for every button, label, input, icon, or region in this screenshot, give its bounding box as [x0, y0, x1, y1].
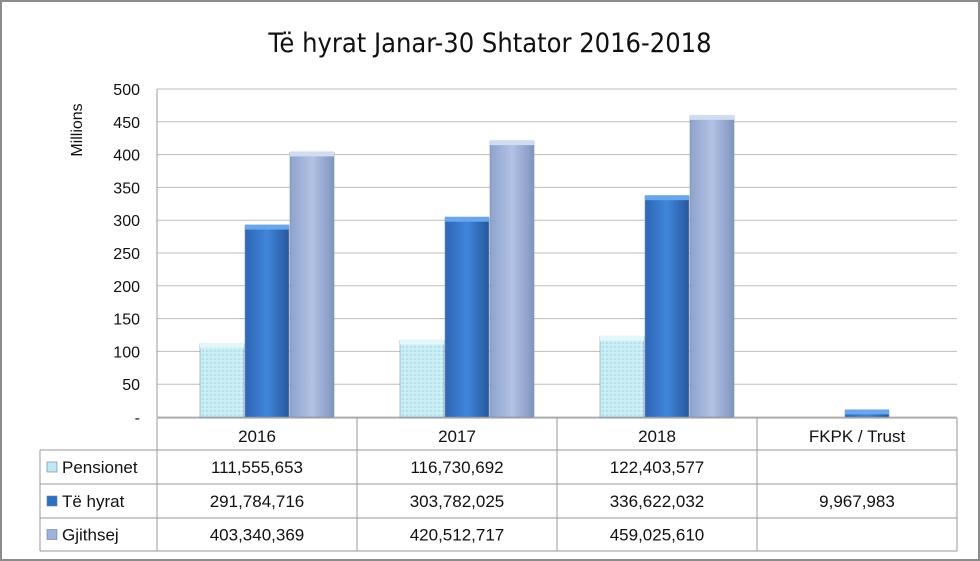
- x-tick-label: FKPK / Trust: [809, 427, 906, 446]
- bar-top-cap: [445, 216, 489, 222]
- bar-top-cap: [690, 114, 734, 120]
- bar-top-cap: [200, 342, 244, 348]
- x-tick-label: 2017: [438, 427, 476, 446]
- data-label: 116,730,692: [410, 458, 503, 477]
- legend-swatch: [46, 529, 58, 540]
- data-label: 403,340,369: [210, 526, 305, 545]
- x-tick-label: 2016: [238, 427, 276, 446]
- bar-t-hyrat-1: [444, 217, 490, 418]
- y-tick-label: 500: [113, 82, 140, 99]
- y-tick-label: -: [135, 410, 140, 427]
- bar-top-cap: [645, 195, 689, 201]
- data-label: 459,025,610: [610, 526, 705, 545]
- data-label: 122,403,577: [610, 458, 705, 477]
- bar-gjithsej-1: [489, 140, 535, 418]
- bar-top-cap: [245, 224, 289, 230]
- bar-pensionet-0: [199, 343, 245, 418]
- y-tick-label: 200: [113, 279, 140, 296]
- data-label: 111,555,653: [211, 458, 303, 477]
- data-label: 303,782,025: [410, 492, 505, 511]
- bar-gjithsej-2: [689, 115, 735, 418]
- y-axis-label: Millions: [69, 103, 86, 156]
- data-label: 9,967,983: [819, 492, 895, 511]
- bar-top-cap: [600, 335, 644, 341]
- data-label: 291,784,716: [210, 492, 305, 511]
- y-tick-label: 400: [113, 148, 140, 165]
- data-label: 336,622,032: [610, 492, 705, 511]
- bar-top-cap: [290, 151, 334, 157]
- bar-top-cap: [490, 140, 534, 146]
- y-tick-label: 100: [113, 344, 140, 361]
- data-table: 2016 2017 2018 FKPK / Trust Pensionet 111,555…: [39, 417, 958, 552]
- bar-pensionet-1: [399, 340, 445, 418]
- bar-top-cap: [845, 409, 889, 415]
- y-tick-label: 450: [113, 115, 140, 132]
- y-tick-label: 350: [113, 180, 140, 197]
- y-tick-labels: - 50 100 150 200 250 300 350 400 450 500: [113, 82, 140, 427]
- legend-entry: Pensionet: [62, 458, 138, 477]
- legend-entry: Të hyrat: [62, 492, 125, 511]
- bars: [199, 114, 890, 418]
- y-tick-label: 50: [122, 377, 140, 394]
- y-tick-label: 150: [113, 312, 140, 329]
- legend-entry: Gjithsej: [62, 526, 119, 545]
- y-tick-label: 300: [113, 213, 140, 230]
- y-tick-label: 250: [113, 246, 140, 263]
- chart-title: Të hyrat Janar-30 Shtator 2016-2018: [267, 28, 711, 59]
- bar-gjithsej-0: [289, 152, 335, 418]
- bar-t-hyrat-0: [244, 225, 290, 418]
- bar-pensionet-2: [599, 336, 645, 418]
- data-label: 420,512,717: [410, 526, 505, 545]
- x-tick-label: 2018: [638, 427, 676, 446]
- bar-top-cap: [400, 339, 444, 345]
- bar-t-hyrat-2: [644, 195, 690, 418]
- legend-swatch: [46, 495, 58, 507]
- legend-swatch: [46, 461, 58, 473]
